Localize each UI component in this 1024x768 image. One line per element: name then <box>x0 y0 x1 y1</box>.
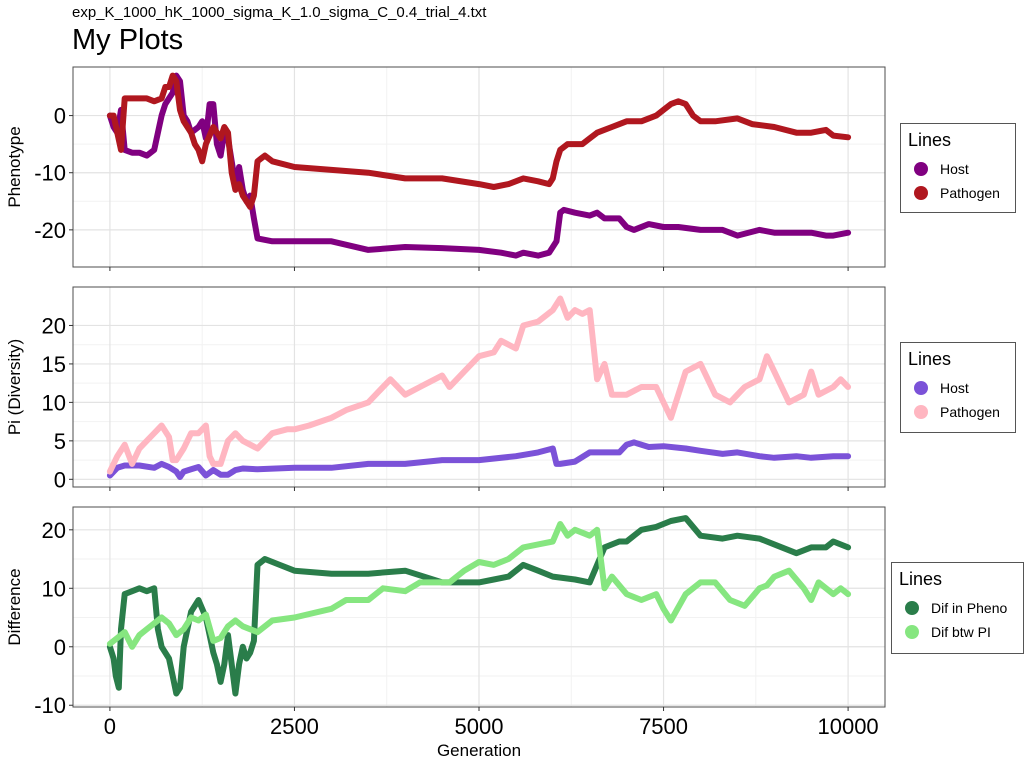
y-axis-label: Phenotype <box>5 126 24 207</box>
series-line-host <box>106 72 852 259</box>
y-tick-label: -20 <box>34 218 66 243</box>
legend-key-dif-in-pheno <box>905 601 919 615</box>
panel-difference: -10 0 10 20 0 2500 5000 7500 10000 Difference Gene… <box>5 506 886 760</box>
legend-label-dif-btw-pi: Dif btw PI <box>931 624 991 640</box>
series-line-pathogen <box>106 72 852 210</box>
legend-label-host: Host <box>940 161 969 177</box>
legend-item-dif-btw-pi: Dif btw PI <box>898 620 1023 644</box>
chart-title: My Plots <box>72 24 184 56</box>
legend-difference: Lines Dif in Pheno Dif btw PI <box>891 562 1024 654</box>
legend-key-host <box>914 162 928 176</box>
legend-key-pathogen <box>914 405 928 419</box>
legend-item-host: Host <box>907 157 1015 181</box>
x-tick-label: 10000 <box>817 714 878 739</box>
chart-subtitle: exp_K_1000_hK_1000_sigma_K_1.0_sigma_C_0… <box>72 4 487 21</box>
legend-item-pathogen: Pathogen <box>907 400 1015 424</box>
y-tick-label: 10 <box>42 390 66 415</box>
y-tick-label: 5 <box>54 429 66 454</box>
legend-phenotype: Lines Host Pathogen <box>900 123 1016 213</box>
legend-key-host <box>914 381 928 395</box>
legend-item-host: Host <box>907 376 1015 400</box>
legend-label-pathogen: Pathogen <box>940 404 1000 420</box>
series-line-host <box>106 439 852 480</box>
y-tick-label: 0 <box>54 104 66 129</box>
legend-title: Lines <box>899 569 943 589</box>
legend-title: Lines <box>908 130 952 150</box>
y-tick-label: -10 <box>34 693 66 718</box>
x-tick-label: 7500 <box>639 714 688 739</box>
legend-label-host: Host <box>940 380 969 396</box>
series-line-dif-btw-pi <box>106 521 852 650</box>
y-tick-label: 0 <box>54 467 66 492</box>
legend-item-pathogen: Pathogen <box>907 181 1015 205</box>
x-tick-label: 5000 <box>455 714 504 739</box>
panel-diversity: 0 5 10 15 20 Pi (Diversity) <box>5 286 886 492</box>
x-axis-label: Generation <box>437 741 521 760</box>
y-tick-label: 20 <box>42 313 66 338</box>
legend-title: Lines <box>908 349 952 369</box>
panel-phenotype: 0 -10 -20 Phenotype <box>5 66 886 271</box>
legend-key-dif-btw-pi <box>905 625 919 639</box>
y-tick-label: 20 <box>42 518 66 543</box>
legend-label-dif-in-pheno: Dif in Pheno <box>931 600 1008 616</box>
legend-label-pathogen: Pathogen <box>940 185 1000 201</box>
y-tick-label: 15 <box>42 352 66 377</box>
series-line-dif-in-pheno <box>106 515 852 697</box>
x-tick-label: 2500 <box>270 714 319 739</box>
series-line-pathogen <box>106 295 852 475</box>
y-axis-label: Difference <box>5 568 24 645</box>
y-tick-label: -10 <box>34 161 66 186</box>
legend-diversity: Lines Host Pathogen <box>900 342 1016 433</box>
y-tick-label: 10 <box>42 576 66 601</box>
y-tick-label: 0 <box>54 635 66 660</box>
x-tick-label: 0 <box>104 714 116 739</box>
y-axis-label: Pi (Diversity) <box>5 339 24 435</box>
legend-item-dif-in-pheno: Dif in Pheno <box>898 596 1023 620</box>
legend-key-pathogen <box>914 186 928 200</box>
